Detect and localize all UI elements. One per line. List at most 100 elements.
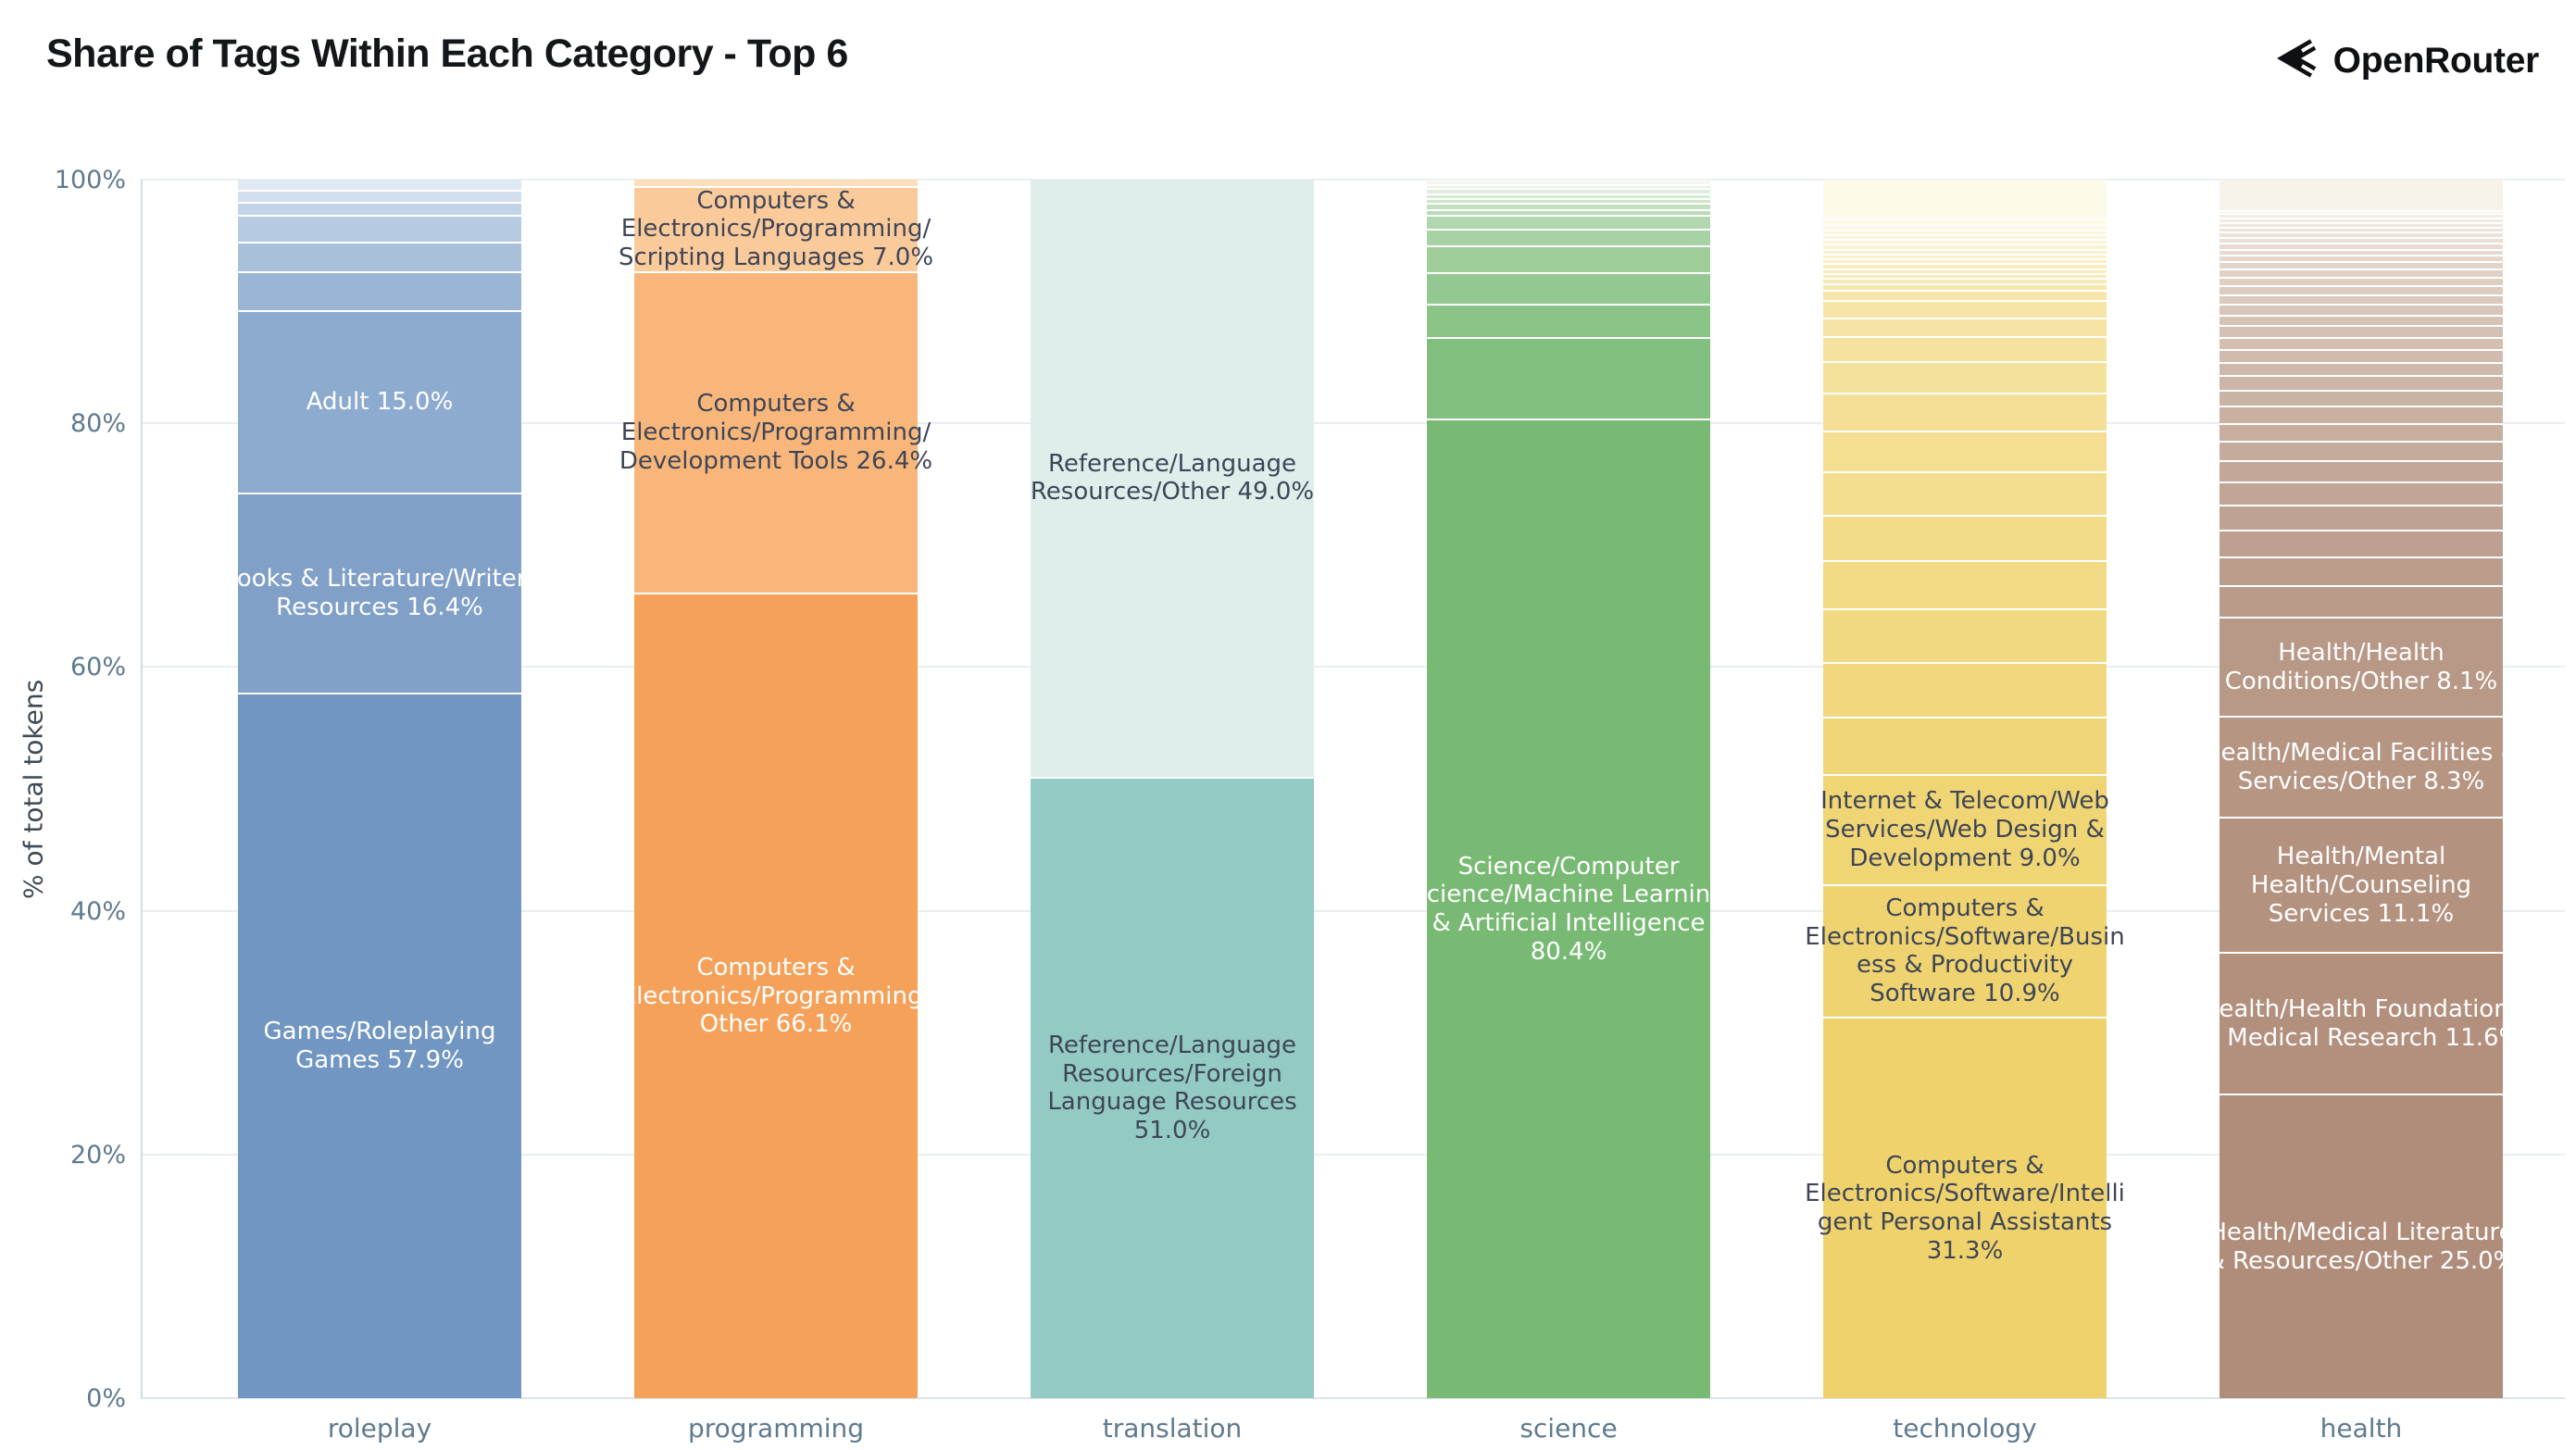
bar-segment — [2220, 406, 2503, 423]
segment-label: Reference/Language Resources/Foreign Lan… — [1047, 1031, 1297, 1145]
openrouter-icon — [2270, 37, 2319, 85]
bar-segment: Health/Health Foundations & Medical Rese… — [2201, 952, 2521, 1094]
bar-segment — [2220, 585, 2503, 618]
x-axis-label: translation — [1102, 1413, 1243, 1444]
gridline — [141, 666, 2565, 669]
bar-segment — [2220, 349, 2503, 362]
bar-segment — [2220, 218, 2503, 222]
y-tick-label: 80% — [69, 409, 126, 439]
bar-segment — [1427, 203, 1710, 209]
y-axis-line — [141, 180, 143, 1398]
segment-label: Internet & Telecom/Web Services/Web Desi… — [1820, 787, 2109, 872]
brand-name: OpenRouter — [2332, 41, 2540, 81]
bar-segment — [2220, 460, 2503, 482]
segment-label: Adult 15.0% — [306, 388, 454, 417]
gridline — [141, 1397, 2565, 1399]
bar-segment — [1427, 180, 1710, 184]
bar-segment — [2220, 422, 2503, 442]
bar-segment — [2220, 294, 2503, 305]
bar-segment: Books & Literature/Writers Resources 16.… — [220, 493, 539, 694]
segment-label: Computers & Electronics/Software/Intelli… — [1805, 1151, 2125, 1265]
x-axis-label: technology — [1893, 1413, 2037, 1444]
segment-label: Health/Medical Facilities & Services/Oth… — [2203, 739, 2520, 795]
bar-segment — [1823, 224, 2107, 230]
segment-label: Health/Mental Health/Counseling Services… — [2250, 843, 2472, 928]
bar-segment — [1823, 470, 2107, 515]
bar-segment: Health/Medical Literature & Resources/Ot… — [2207, 1094, 2516, 1398]
segment-label: Books & Literature/Writers Resources 16.… — [219, 565, 539, 622]
bar-technology: Computers & Electronics/Software/Intelli… — [1805, 180, 2125, 1398]
bar-segment: Reference/Language Resources/Other 49.0% — [1031, 180, 1314, 777]
bar-segment — [1823, 268, 2107, 273]
y-tick-label: 60% — [69, 653, 126, 682]
bar-segment — [1427, 193, 1710, 198]
gridline — [141, 1153, 2565, 1156]
segment-label: Health/Health Foundations & Medical Rese… — [2200, 995, 2522, 1052]
bar-segment — [1823, 233, 2107, 240]
bar-segment — [1823, 253, 2107, 259]
x-axis-label: science — [1519, 1413, 1618, 1444]
bar-segment — [238, 201, 521, 216]
bar-segment — [238, 215, 521, 243]
bar-segment — [2220, 481, 2503, 506]
segment-label: Science/Computer Science/Machine Learnin… — [1411, 852, 1726, 966]
plot-area: 0% 20% 40% 60% 80% 100% Games/Roleplaying Game… — [55, 168, 2565, 1444]
segment-label: Computers & Electronics/Programming/Othe… — [620, 954, 932, 1039]
bar-segment: Adult 15.0% — [238, 309, 521, 494]
bar-segment — [2220, 505, 2503, 530]
bar-segment — [2220, 237, 2503, 243]
bar-segment — [1823, 335, 2107, 362]
bar-segment — [1427, 272, 1710, 305]
bar-segment — [1823, 717, 2107, 775]
bar-segment — [1823, 244, 2107, 249]
x-axis-label: roleplay — [327, 1413, 432, 1444]
bar-segment — [2220, 314, 2503, 326]
bar-segment — [1823, 180, 2107, 219]
bar-segment — [2220, 226, 2503, 232]
y-tick-label: 20% — [69, 1140, 126, 1169]
bar-segment — [1823, 290, 2107, 301]
bar-segment — [1823, 219, 2107, 225]
bar-segment — [1823, 282, 2107, 291]
bar-segment: Computers & Electronics/Programming/Deve… — [619, 270, 932, 594]
bar-segment — [1823, 272, 2107, 279]
gridline — [141, 909, 2565, 912]
bar-segment — [1823, 317, 2107, 336]
segment-label: Computers & Electronics/Programming/Deve… — [619, 390, 933, 475]
bar-segment — [1427, 245, 1710, 273]
segment-label: Reference/Language Resources/Other 49.0% — [1030, 449, 1315, 506]
bar-segment — [2220, 213, 2503, 219]
segment-label: Health/Medical Literature & Resources/Ot… — [2206, 1218, 2517, 1275]
x-axis-label: programming — [687, 1413, 865, 1444]
bar-segment — [2220, 221, 2503, 227]
brand: OpenRouter — [2270, 37, 2539, 85]
bar-segment — [1427, 228, 1710, 246]
bar-segment — [2220, 231, 2503, 238]
bar-segment: Health/Medical Facilities & Services/Oth… — [2203, 716, 2520, 818]
bar-segment — [1823, 300, 2107, 318]
bar-segment — [2220, 304, 2503, 315]
bar-segment — [238, 270, 521, 310]
bar-segment — [1823, 258, 2107, 264]
bar-segment — [2220, 180, 2503, 210]
bar-segment — [1823, 263, 2107, 269]
bar-segment — [1823, 361, 2107, 394]
bar-segment — [1823, 608, 2107, 663]
bar-segment — [2220, 209, 2503, 214]
bar-segment — [2220, 529, 2503, 556]
bar-programming: Computers & Electronics/Programming/Othe… — [619, 180, 933, 1398]
x-axis-label: health — [2320, 1413, 2403, 1444]
bar-segment — [1427, 304, 1710, 337]
bar-segment: Computers & Electronics/Software/Intelli… — [1805, 1017, 2125, 1398]
y-tick-label: 40% — [69, 896, 126, 926]
bar-segment — [1823, 229, 2107, 234]
bar-segment: Computers & Electronics/Software/Busines… — [1805, 883, 2125, 1018]
bar-segment — [2220, 255, 2503, 262]
y-tick-label: 0% — [86, 1384, 126, 1413]
bar-segment — [634, 180, 918, 186]
bar-segment — [1427, 208, 1710, 216]
bar-translation: Reference/Language Resources/Foreign Lan… — [1031, 180, 1314, 1398]
bar-segment — [2220, 375, 2503, 391]
bar-segment — [1823, 662, 2107, 718]
bar-segment — [1427, 336, 1710, 419]
